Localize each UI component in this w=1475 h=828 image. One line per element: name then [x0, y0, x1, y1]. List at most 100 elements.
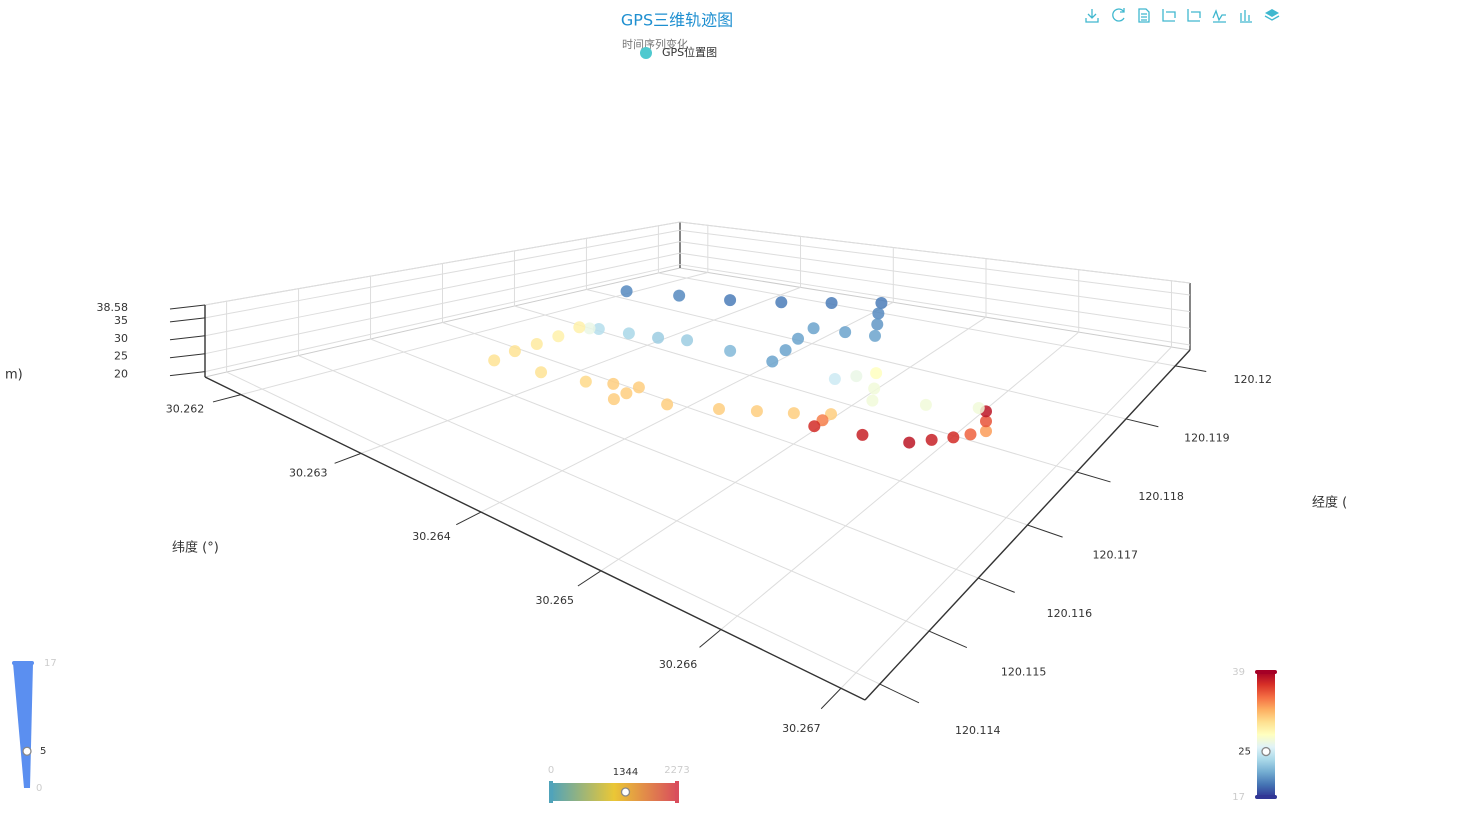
visual-map-handle[interactable]	[620, 787, 631, 797]
tick-mark	[1076, 471, 1111, 483]
tool-data-view[interactable]	[1138, 8, 1150, 23]
gps-point	[980, 415, 992, 428]
gps-point	[766, 355, 779, 368]
toolbox	[1085, 8, 1280, 23]
tick-mark	[456, 511, 482, 526]
visual-map-cap	[549, 781, 553, 803]
gps-point	[903, 436, 916, 449]
legend-label[interactable]: GPS位置图	[662, 45, 717, 59]
tool-restore[interactable]	[1112, 8, 1125, 22]
visual-map-label: 17	[44, 658, 57, 669]
y-tick-label: 30.267	[782, 722, 821, 735]
gps-point	[620, 387, 633, 400]
visual-map-handle[interactable]	[1261, 746, 1271, 757]
gps-point	[792, 332, 805, 345]
gps-point	[871, 318, 884, 331]
grid-line	[204, 229, 681, 319]
gps-point	[947, 431, 960, 444]
tool-download[interactable]	[1085, 9, 1099, 23]
tick-mark	[699, 629, 722, 648]
gps-point	[488, 354, 501, 367]
visual-map-cap	[675, 781, 679, 803]
visual-map-label: 25	[1238, 747, 1251, 758]
grid-line	[679, 241, 1191, 313]
gps-point	[825, 296, 838, 309]
grid-line	[204, 264, 681, 373]
tick-mark	[169, 353, 206, 359]
grid-line	[240, 271, 708, 396]
tick-mark	[169, 371, 206, 377]
tick-mark	[212, 394, 242, 403]
y-axis-title: 纬度 (°)	[172, 540, 219, 556]
gps-point	[652, 331, 665, 344]
z-tick-label: 20	[114, 368, 128, 381]
visual-map-label: 17	[1232, 792, 1245, 803]
visual-map-handle[interactable]	[22, 746, 32, 756]
x-tick-label: 120.118	[1138, 490, 1184, 503]
tool-stack[interactable]	[1264, 9, 1280, 21]
grid-line	[204, 221, 681, 306]
plot-area: 120.114 120.115 120.116 120.117 120.118 120.1…	[5, 221, 1347, 737]
gps-point	[856, 428, 869, 441]
gps-point	[980, 425, 992, 438]
tool-zoom-back[interactable]	[1187, 9, 1201, 22]
x-axis	[864, 349, 1191, 701]
grid-line	[679, 229, 1191, 296]
y-tick-label: 30.266	[659, 658, 698, 671]
gps-point	[579, 375, 592, 388]
gps-point	[807, 322, 820, 335]
tick-mark	[1027, 524, 1063, 538]
visual-map-label: 1344	[613, 767, 638, 778]
y-tick-label: 30.262	[166, 402, 205, 415]
grid-line	[204, 241, 681, 337]
gps-point	[622, 327, 635, 340]
gps-point	[681, 334, 694, 347]
gps-point	[850, 370, 863, 383]
visual-map-bar	[1257, 672, 1275, 797]
visual-map-bar	[13, 663, 33, 788]
tick-mark	[978, 577, 1015, 593]
grid-line	[204, 252, 681, 355]
gps-point	[661, 398, 674, 411]
gps-point	[583, 322, 596, 335]
tool-bar[interactable]	[1240, 10, 1252, 23]
grid-line	[840, 346, 1172, 689]
z-tick-label: 35	[114, 314, 128, 327]
grid-line	[480, 301, 894, 513]
gps-point	[724, 344, 737, 357]
z-tick-label: 30	[114, 332, 128, 345]
visual-map-cap	[1255, 795, 1277, 799]
gps-point	[573, 321, 586, 334]
gps-point	[552, 330, 565, 343]
visual-map-cap	[12, 661, 34, 665]
grid-line	[679, 252, 1191, 329]
tool-line[interactable]	[1212, 9, 1226, 23]
gps-point	[825, 408, 838, 421]
visual-map-label: 39	[1232, 667, 1245, 678]
tick-mark	[928, 630, 968, 649]
y-tick-label: 30.265	[536, 594, 575, 607]
grid-line	[679, 221, 1191, 284]
gps-point	[775, 296, 788, 309]
grid-line	[442, 322, 1028, 526]
gps-point	[839, 326, 852, 339]
visual-map-label: 0	[548, 765, 554, 776]
visual-map-label: 2273	[664, 765, 689, 776]
grid-line	[226, 371, 880, 685]
grid-line	[720, 331, 1080, 630]
grid-line	[370, 338, 979, 579]
gps-point	[828, 372, 841, 385]
x-tick-label: 120.116	[1047, 607, 1093, 620]
visual-map-label: 5	[40, 746, 46, 757]
legend-marker[interactable]	[640, 47, 652, 59]
gps-point	[972, 401, 985, 414]
tool-zoom[interactable]	[1162, 9, 1176, 22]
gps-point	[592, 322, 605, 335]
visual-map-bar	[551, 783, 677, 801]
x-tick-label: 120.115	[1001, 665, 1047, 678]
grid-line	[586, 288, 1127, 420]
visual-map-label: 0	[36, 783, 42, 794]
x-tick-label: 120.12	[1234, 373, 1273, 386]
tick-mark	[1175, 365, 1207, 372]
